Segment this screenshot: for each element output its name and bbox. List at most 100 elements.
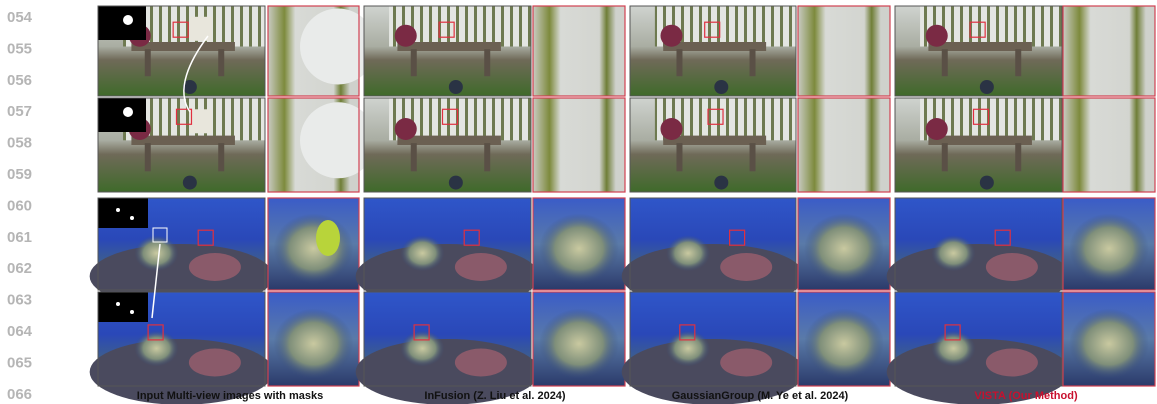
line-number: 064 xyxy=(7,323,33,340)
mask-blob xyxy=(123,107,133,117)
watering-can xyxy=(190,109,212,133)
ball xyxy=(449,80,463,94)
watering-can xyxy=(190,17,212,41)
line-number: 060 xyxy=(7,197,32,214)
panel xyxy=(364,6,625,96)
caption: GaussianGroup (M. Ye et al. 2024) xyxy=(672,390,849,402)
coral xyxy=(134,330,178,366)
panel xyxy=(622,292,890,404)
crop-image xyxy=(798,6,890,96)
caption: InFusion (Z. Liu et al. 2024) xyxy=(424,390,566,402)
crop-coral xyxy=(539,214,619,284)
coral xyxy=(400,330,444,366)
coral xyxy=(666,330,710,366)
mask-dot xyxy=(116,302,120,306)
coral xyxy=(986,253,1038,281)
line-number: 061 xyxy=(7,229,32,246)
line-number: 057 xyxy=(7,103,32,120)
plant xyxy=(926,118,948,140)
crop-coral xyxy=(274,214,354,284)
panel xyxy=(895,98,1155,192)
line-number: 066 xyxy=(7,386,32,403)
bench-leg xyxy=(411,143,417,171)
image-grid xyxy=(90,6,1155,404)
mask-dot xyxy=(130,310,134,314)
coral xyxy=(666,235,710,271)
coral xyxy=(720,349,772,377)
bench-leg xyxy=(1015,143,1021,171)
bench-leg xyxy=(750,143,756,171)
bench-leg xyxy=(942,49,948,76)
crop-coral xyxy=(274,309,354,379)
bench-leg xyxy=(411,49,417,76)
mask-thumb xyxy=(98,6,146,40)
bench-leg xyxy=(218,49,224,76)
panel xyxy=(887,292,1155,404)
ball xyxy=(714,80,728,94)
crop-coral xyxy=(804,309,884,379)
crop-image xyxy=(533,98,625,192)
line-number: 054 xyxy=(7,9,33,26)
crop-coral xyxy=(1069,309,1149,379)
bench-leg xyxy=(218,143,224,171)
crop-fish xyxy=(316,220,340,256)
plant xyxy=(926,25,948,47)
crop-image xyxy=(1063,6,1155,96)
mask-thumb xyxy=(98,98,146,132)
coral xyxy=(720,253,772,281)
panel xyxy=(356,292,625,404)
bench-leg xyxy=(484,143,490,171)
coral xyxy=(455,253,507,281)
bench-leg xyxy=(676,143,682,171)
caption: VISTA (Our Method) xyxy=(974,390,1078,402)
plant xyxy=(395,118,417,140)
ball xyxy=(183,176,197,190)
plant xyxy=(661,25,683,47)
coral xyxy=(931,330,975,366)
crop-image xyxy=(533,6,625,96)
panel xyxy=(98,98,376,192)
panel xyxy=(90,292,359,404)
coral xyxy=(986,349,1038,377)
line-number: 062 xyxy=(7,260,32,277)
line-number: 065 xyxy=(7,354,32,371)
mask-thumb xyxy=(98,198,148,228)
coral xyxy=(189,349,241,377)
line-number: 056 xyxy=(7,72,32,89)
coral xyxy=(400,235,444,271)
mask-thumb xyxy=(98,292,148,322)
panel xyxy=(895,6,1155,96)
crop-image xyxy=(798,98,890,192)
bench-leg xyxy=(1015,49,1021,76)
coral xyxy=(189,253,241,281)
panel xyxy=(630,98,890,192)
bench-leg xyxy=(750,49,756,76)
ball xyxy=(980,80,994,94)
plant xyxy=(661,118,683,140)
figure: 054055056057058059060061062063064065066 … xyxy=(0,0,1157,404)
bench-leg xyxy=(145,143,151,171)
mask-dot xyxy=(116,208,120,212)
bench-leg xyxy=(145,49,151,76)
line-number: 059 xyxy=(7,166,32,183)
bench-leg xyxy=(942,143,948,171)
coral xyxy=(134,235,178,271)
ball xyxy=(714,176,728,190)
caption: Input Multi-view images with masks xyxy=(137,390,323,402)
mask-blob xyxy=(123,15,133,25)
crop-coral xyxy=(804,214,884,284)
panel xyxy=(630,6,890,96)
crop-coral xyxy=(1069,214,1149,284)
line-number: 058 xyxy=(7,135,32,152)
line-number: 063 xyxy=(7,292,32,309)
mask-dot xyxy=(130,216,134,220)
crop-image xyxy=(1063,98,1155,192)
line-number: 055 xyxy=(7,40,32,57)
ball xyxy=(980,176,994,190)
ball xyxy=(449,176,463,190)
coral xyxy=(931,235,975,271)
bench-leg xyxy=(484,49,490,76)
panel xyxy=(98,6,376,96)
panel xyxy=(364,98,625,192)
bench-leg xyxy=(676,49,682,76)
